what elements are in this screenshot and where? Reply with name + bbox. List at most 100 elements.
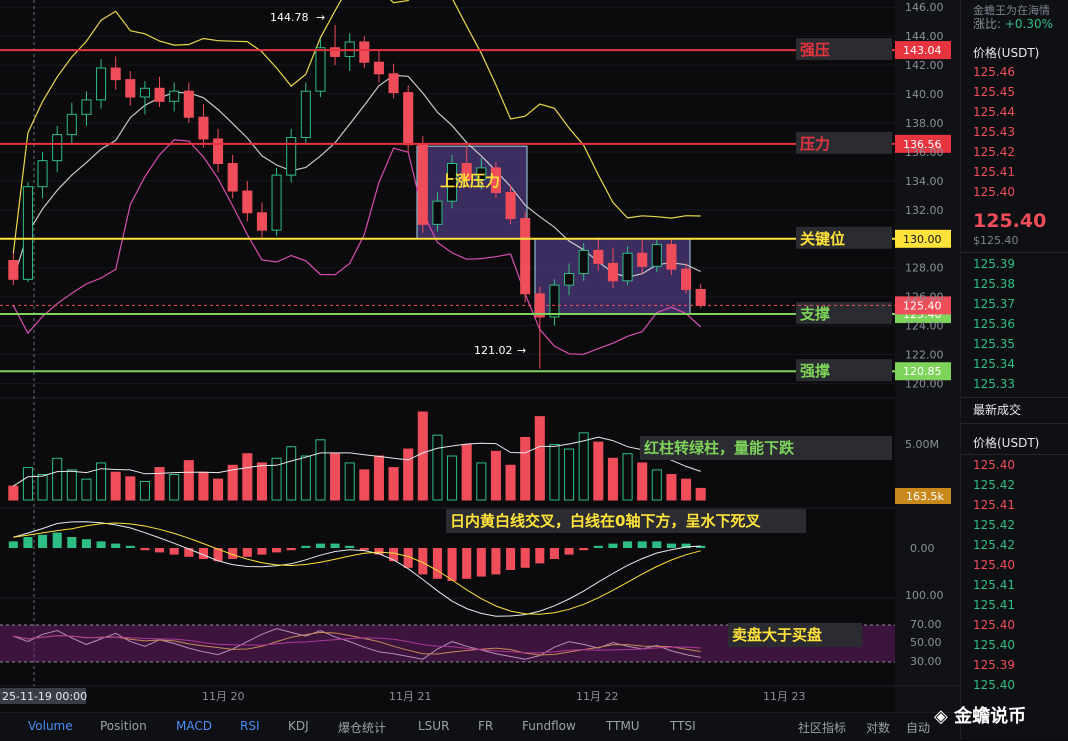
bollinger-upper-line xyxy=(12,0,701,254)
candle-body xyxy=(213,138,224,165)
volume-bar xyxy=(388,467,399,501)
volume-bar xyxy=(359,469,370,501)
macd-histogram-bar xyxy=(198,548,208,559)
volume-bar xyxy=(447,455,458,501)
box-annotation: 上涨压力 xyxy=(440,172,500,190)
macd-histogram-bar xyxy=(549,548,559,559)
tab-volume[interactable]: Volume xyxy=(28,719,73,733)
trade-price: 125.40 xyxy=(973,678,1015,692)
tab-ttmu[interactable]: TTMU xyxy=(606,719,640,733)
bid-price[interactable]: 125.37 xyxy=(973,297,1015,311)
volume-bar xyxy=(183,460,194,501)
macd-histogram-bar xyxy=(666,543,676,548)
level-price-label: 143.04 xyxy=(903,44,942,57)
tab--[interactable]: 社区指标 xyxy=(798,721,847,735)
macd-histogram-bar xyxy=(213,548,223,562)
tab-rsi[interactable]: RSI xyxy=(240,719,260,733)
macd-histogram-bar xyxy=(140,548,150,551)
candle-body xyxy=(22,186,33,280)
volume-bar xyxy=(593,441,604,501)
candle-body xyxy=(490,167,501,193)
level-name: 支撑 xyxy=(799,305,830,323)
volume-current: 163.5k xyxy=(906,490,944,503)
macd-histogram-bar xyxy=(623,541,633,548)
ask-price[interactable]: 125.41 xyxy=(973,165,1015,179)
volume-bar xyxy=(286,446,297,501)
candle-body xyxy=(37,160,48,188)
macd-histogram-bar xyxy=(403,548,413,568)
tab-kdj[interactable]: KDJ xyxy=(288,719,309,733)
volume-bar xyxy=(534,416,545,501)
bid-price[interactable]: 125.36 xyxy=(973,317,1015,331)
y-tick-label: 132.00 xyxy=(905,204,944,217)
volume-bar xyxy=(227,464,238,501)
level-price-tag xyxy=(895,41,951,60)
tab-macd[interactable]: MACD xyxy=(176,719,212,733)
volume-bar xyxy=(505,464,516,501)
x-tick-label: 11月 22 xyxy=(576,690,619,703)
ask-price[interactable]: 125.45 xyxy=(973,85,1015,99)
macd-histogram-bar xyxy=(593,545,603,548)
macd-histogram-bar xyxy=(681,543,691,548)
y-tick-label: 146.00 xyxy=(905,1,944,14)
volume-bar xyxy=(695,487,706,501)
y-tick-label: 122.00 xyxy=(905,349,944,362)
volume-bar xyxy=(344,462,355,501)
macd-histogram-bar xyxy=(301,545,311,548)
x-tick-label: 11月 23 xyxy=(763,690,806,703)
y-tick-label: 142.00 xyxy=(905,59,944,72)
bid-price[interactable]: 125.34 xyxy=(973,357,1015,371)
candle-body xyxy=(315,47,326,92)
ask-price[interactable]: 125.43 xyxy=(973,125,1015,139)
candle-body xyxy=(125,79,136,98)
macd-histogram-bar xyxy=(169,548,179,555)
bid-price[interactable]: 125.33 xyxy=(973,377,1015,391)
candle-body xyxy=(578,249,589,275)
order-book-panel: 金蟾王为在海情 涨比: +0.30% 价格(USDT) 125.46 125.45… xyxy=(960,0,1068,740)
macd-histogram-bar xyxy=(579,548,589,551)
level-price-label: 130.00 xyxy=(903,233,942,246)
tab-fr[interactable]: FR xyxy=(478,719,494,733)
y-tick-label: 120.00 xyxy=(905,378,944,391)
trades-header: 最新成交 xyxy=(973,403,1022,417)
macd-histogram-bar xyxy=(242,548,252,557)
indicator-tabs: Volume Position MACD RSI KDJ 爆仓统计 LSUR FR Fundfl… xyxy=(0,712,960,741)
y-tick-label: 140.00 xyxy=(905,88,944,101)
tab--[interactable]: 对数 xyxy=(866,721,891,735)
macd-histogram-bar xyxy=(535,548,545,564)
candle-body xyxy=(256,212,267,231)
tab-fundflow[interactable]: Fundflow xyxy=(522,719,576,733)
tab-lsur[interactable]: LSUR xyxy=(418,719,450,733)
low-marker: 121.02 xyxy=(474,344,513,357)
ask-price[interactable]: 125.40 xyxy=(973,185,1015,199)
volume-bar xyxy=(66,469,77,501)
candle-body xyxy=(403,92,414,146)
ask-price[interactable]: 125.44 xyxy=(973,105,1015,119)
y-tick-label: 136.00 xyxy=(905,146,944,159)
book-header-line: 金蟾王为在海情 xyxy=(973,4,1050,17)
tab--[interactable]: 爆仓统计 xyxy=(338,721,387,735)
macd-histogram-bar xyxy=(652,541,662,548)
trade-price: 125.41 xyxy=(973,578,1015,592)
volume-bar xyxy=(139,480,150,501)
candle-body xyxy=(110,67,121,81)
macd-histogram-bar xyxy=(228,548,238,559)
bid-price[interactable]: 125.38 xyxy=(973,277,1015,291)
trade-price: 125.40 xyxy=(973,558,1015,572)
macd-histogram-bar xyxy=(608,543,618,548)
macd-histogram-bar xyxy=(155,548,165,553)
ask-price[interactable]: 125.42 xyxy=(973,145,1015,159)
macd-histogram-bar xyxy=(696,545,706,548)
tab--[interactable]: 自动 xyxy=(906,721,931,735)
volume-bar xyxy=(154,467,165,501)
volume-bar xyxy=(549,443,560,501)
bid-price[interactable]: 125.39 xyxy=(973,257,1015,271)
ask-price[interactable]: 125.46 xyxy=(973,65,1015,79)
volume-ma-line xyxy=(13,436,701,487)
bid-price[interactable]: 125.35 xyxy=(973,337,1015,351)
candle-body xyxy=(227,163,238,192)
tab-position[interactable]: Position xyxy=(100,719,147,733)
macd-histogram-bar xyxy=(330,543,340,548)
tab-ttsi[interactable]: TTSI xyxy=(670,719,696,733)
price-chart[interactable]: 强压 143.04 压力 136.56 关键位 130.00 支撑 125.40 强撑 120.8… xyxy=(0,0,960,712)
